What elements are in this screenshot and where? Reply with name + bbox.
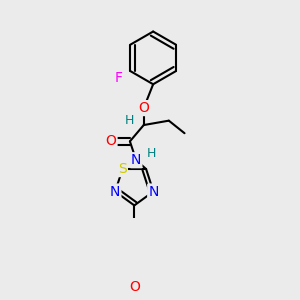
Text: O: O [129,280,140,294]
Text: O: O [138,101,149,115]
Text: N: N [110,184,120,199]
Text: F: F [115,71,123,85]
Text: H: H [147,147,157,161]
Text: S: S [118,162,127,176]
Text: N: N [131,153,141,167]
Text: O: O [106,134,116,148]
Text: N: N [148,184,159,199]
Text: H: H [125,114,135,127]
